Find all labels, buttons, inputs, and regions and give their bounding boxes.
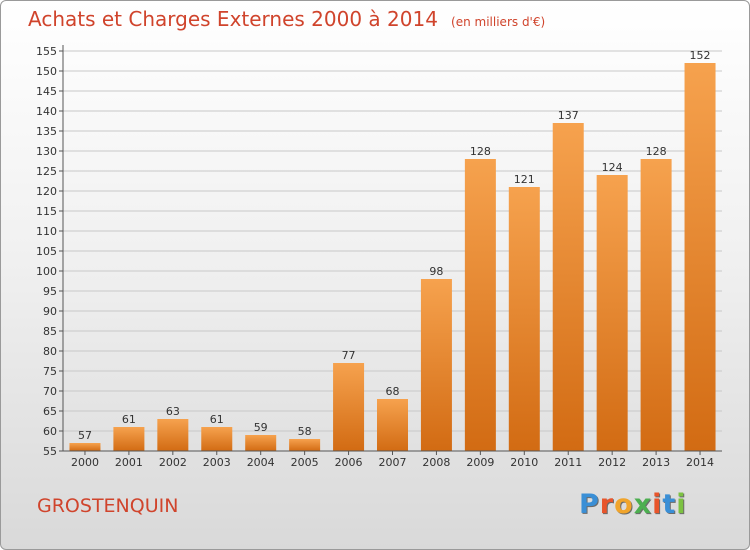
- y-tick-label: 125: [36, 165, 57, 178]
- data-label: 61: [122, 413, 136, 426]
- data-label: 59: [254, 421, 268, 434]
- proxiti-logo: Proxiti: [579, 489, 687, 520]
- data-label: 63: [166, 405, 180, 418]
- logo-letter: r: [599, 489, 615, 520]
- y-tick-label: 100: [36, 265, 57, 278]
- y-tick-label: 155: [36, 45, 57, 58]
- y-tick-label: 130: [36, 145, 57, 158]
- value-labels: 57 61 63 61 59 58 77 68 98 128 121 137 124 128 152: [78, 49, 711, 442]
- bar: [333, 363, 365, 451]
- bar: [245, 435, 277, 451]
- logo-letter: i: [676, 489, 687, 520]
- x-tick-label: 2010: [510, 456, 538, 469]
- y-tick-label: 60: [43, 425, 57, 438]
- logo-letter: x: [633, 489, 653, 520]
- bar: [157, 419, 189, 451]
- bar: [201, 427, 233, 451]
- y-tick-label: 55: [43, 445, 57, 458]
- axes: [62, 45, 722, 452]
- data-label: 137: [558, 109, 579, 122]
- data-label: 77: [342, 349, 356, 362]
- y-tick-label: 150: [36, 65, 57, 78]
- bar: [508, 187, 540, 451]
- x-tick-label: 2005: [291, 456, 319, 469]
- x-tick-label: 2003: [203, 456, 231, 469]
- y-tick-label: 75: [43, 365, 57, 378]
- data-label: 128: [470, 145, 491, 158]
- x-tick-label: 2002: [159, 456, 187, 469]
- y-axis-ticks: 55 60 65 70 75 80 85 90 95 100 105 110 115 120 125 130 1…: [36, 45, 63, 458]
- bars: [69, 63, 716, 451]
- data-label: 124: [602, 161, 623, 174]
- y-tick-label: 65: [43, 405, 57, 418]
- y-tick-label: 80: [43, 345, 57, 358]
- x-tick-label: 2009: [466, 456, 494, 469]
- x-axis-ticks: 2000 2001 2002 2003 2004 2005 2006 2007 2008 2009…: [71, 451, 714, 469]
- y-tick-label: 115: [36, 205, 57, 218]
- bar: [552, 123, 584, 451]
- data-label: 152: [690, 49, 711, 62]
- x-tick-label: 2007: [379, 456, 407, 469]
- bar: [464, 159, 496, 451]
- town-name: GROSTENQUIN: [37, 495, 179, 517]
- y-tick-label: 105: [36, 245, 57, 258]
- bar: [684, 63, 716, 451]
- x-tick-label: 2000: [71, 456, 99, 469]
- bar: [289, 439, 321, 451]
- data-label: 57: [78, 429, 92, 442]
- x-tick-label: 2014: [686, 456, 714, 469]
- x-tick-label: 2006: [335, 456, 363, 469]
- bar: [377, 399, 408, 451]
- x-tick-label: 2004: [247, 456, 275, 469]
- y-tick-label: 70: [43, 385, 57, 398]
- bar: [596, 175, 628, 451]
- data-label: 98: [429, 265, 443, 278]
- y-tick-label: 110: [36, 225, 57, 238]
- y-tick-label: 145: [36, 85, 57, 98]
- data-label: 128: [646, 145, 667, 158]
- chart-subtitle: (en milliers d'€): [451, 15, 546, 29]
- logo-letter: i: [652, 489, 663, 520]
- y-tick-label: 95: [43, 285, 57, 298]
- data-label: 61: [210, 413, 224, 426]
- chart-header: Achats et Charges Externes 2000 à 2014 (…: [28, 7, 545, 31]
- data-label: 121: [514, 173, 535, 186]
- y-tick-label: 135: [36, 125, 57, 138]
- bar: [113, 427, 145, 451]
- data-label: 68: [386, 385, 400, 398]
- x-tick-label: 2013: [642, 456, 670, 469]
- logo-letter: o: [614, 489, 634, 520]
- y-tick-label: 140: [36, 105, 57, 118]
- bar: [420, 279, 452, 451]
- logo-letter: P: [579, 489, 600, 520]
- chart-title: Achats et Charges Externes 2000 à 2014: [28, 7, 438, 31]
- y-tick-label: 90: [43, 305, 57, 318]
- x-tick-label: 2008: [422, 456, 450, 469]
- x-tick-label: 2001: [115, 456, 143, 469]
- y-tick-label: 120: [36, 185, 57, 198]
- bar: [69, 443, 101, 451]
- bar: [640, 159, 672, 451]
- data-label: 58: [298, 425, 312, 438]
- x-tick-label: 2011: [554, 456, 582, 469]
- y-tick-label: 85: [43, 325, 57, 338]
- logo-letter: t: [662, 489, 677, 520]
- x-tick-label: 2012: [598, 456, 626, 469]
